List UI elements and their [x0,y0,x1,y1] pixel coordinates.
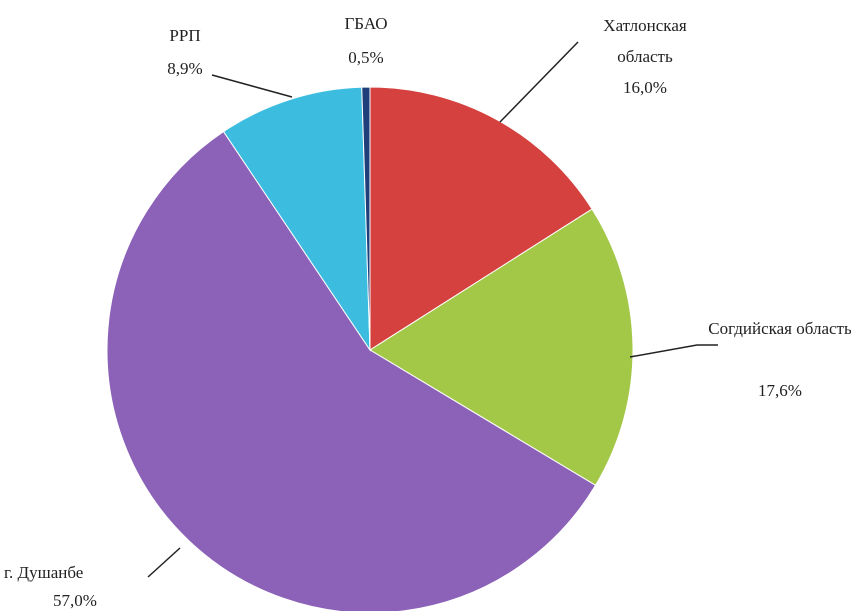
leader-line [211,74,293,98]
data-label: 0,5% [348,48,384,67]
slice-name: РРП [169,26,201,45]
pie-slice [369,86,593,351]
slice-name: г. Душанбе [4,563,84,582]
data-label: 17,6% [758,381,802,400]
data-label: 8,9% [167,59,203,78]
leader-line [147,547,181,578]
data-label: 57,0% [53,591,97,610]
slice-name: Хатлонская область [603,16,687,66]
pie-slice [106,130,597,611]
pie-slice [222,86,371,352]
leader-line [499,41,579,123]
data-label: 16,0% [623,78,667,97]
slice-name: Согдийская область [708,319,851,338]
pie-slice [361,86,371,351]
leader-line [629,344,718,358]
pie-slice [369,208,634,486]
slice-name: ГБАО [344,14,388,33]
